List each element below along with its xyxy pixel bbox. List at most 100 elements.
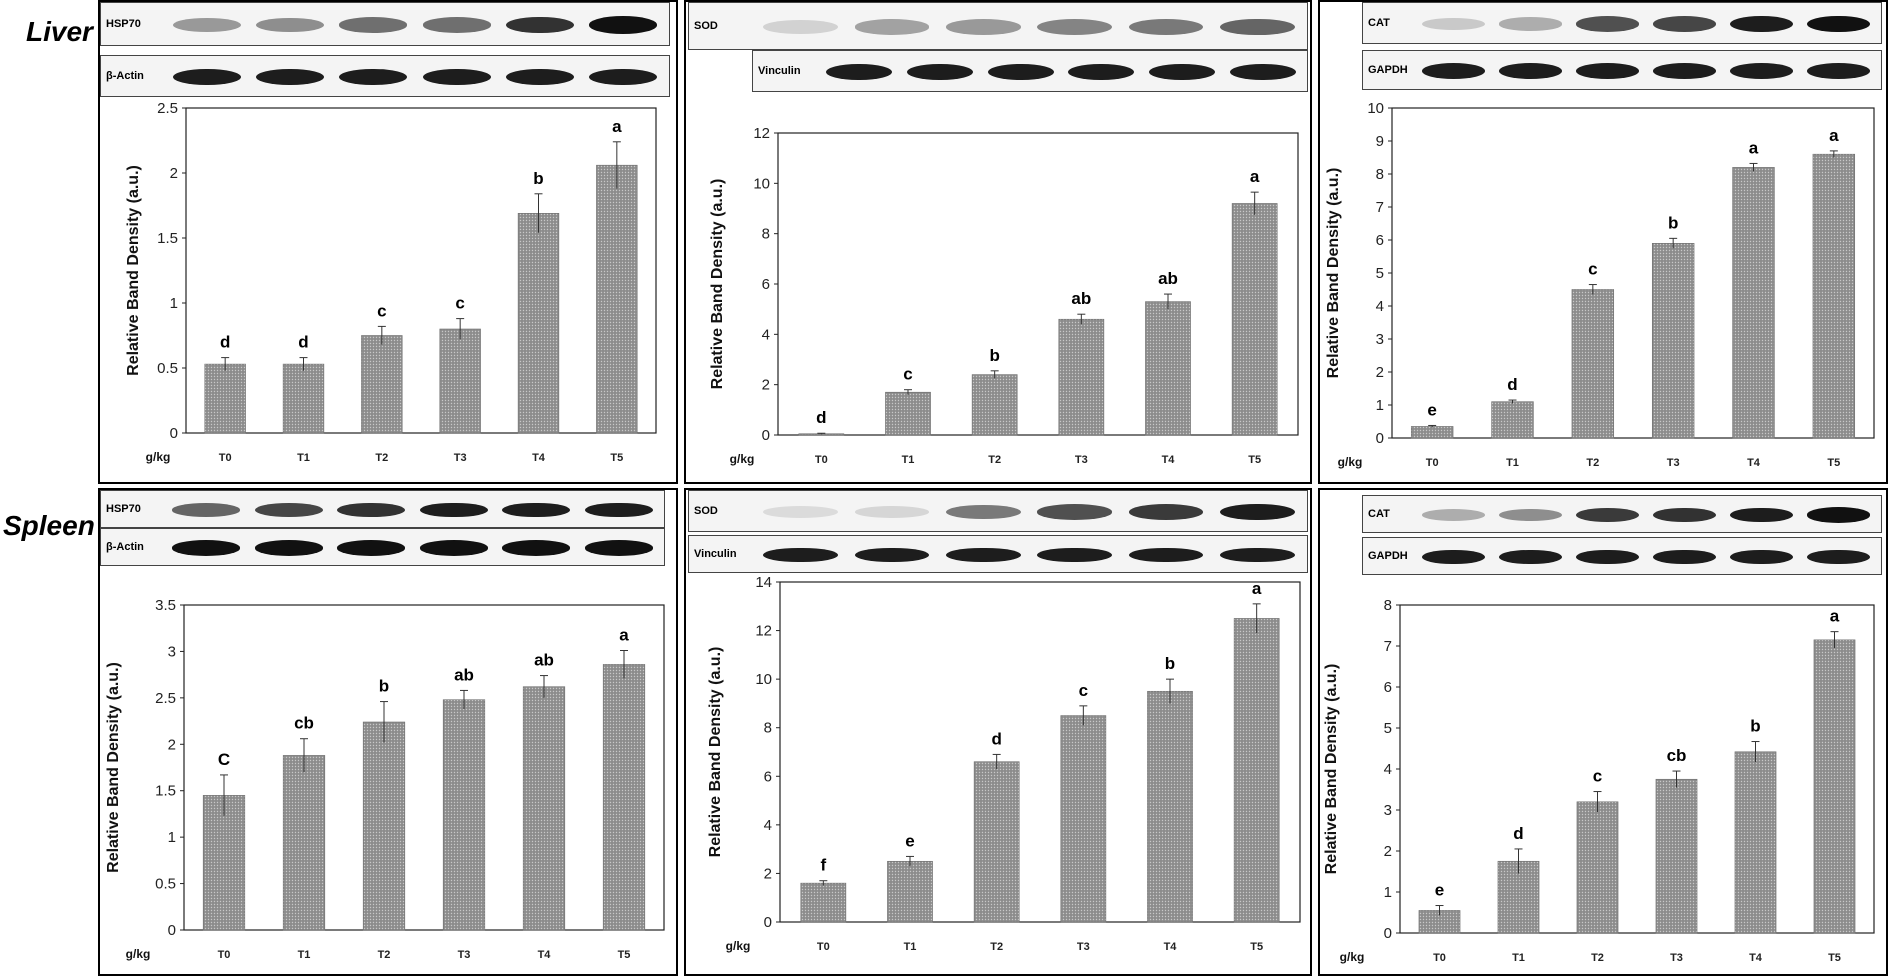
bar xyxy=(1147,690,1193,923)
x-tick-label: T5 xyxy=(1827,457,1840,469)
plot-frame xyxy=(1399,604,1875,934)
bar xyxy=(596,164,638,434)
significance-letter: d xyxy=(220,333,230,352)
blot-band xyxy=(1219,503,1295,521)
plot-frame xyxy=(183,604,665,931)
significance-letter: c xyxy=(1588,260,1597,279)
significance-letter: b xyxy=(1165,654,1175,673)
blot-band xyxy=(339,68,408,86)
blot-band xyxy=(1652,549,1717,565)
x-tick-label: T5 xyxy=(618,949,631,961)
spleen-hsp70-blot-1: β-Actin xyxy=(100,528,665,566)
significance-letter: b xyxy=(989,346,999,365)
blot-band xyxy=(1037,18,1113,35)
bar xyxy=(1233,618,1280,923)
blot-label: SOD xyxy=(694,20,718,32)
blot-band xyxy=(505,68,575,86)
y-tick-label: 10 xyxy=(1367,100,1384,117)
y-tick-label: 2 xyxy=(764,865,772,882)
blot-band xyxy=(987,63,1054,81)
y-tick-label: 0 xyxy=(1384,925,1392,942)
significance-letter: e xyxy=(905,831,914,850)
bar xyxy=(1231,203,1278,436)
x-tick-label: T2 xyxy=(1591,952,1604,964)
y-tick-label: 6 xyxy=(764,768,772,785)
x-tick-label: T0 xyxy=(1433,952,1446,964)
blot-band xyxy=(1421,63,1486,79)
liver-cat-blot-1: GAPDH xyxy=(1362,50,1882,90)
x-tick-label: T0 xyxy=(817,941,830,953)
blot-band xyxy=(1128,504,1204,520)
blot-band xyxy=(172,68,241,86)
significance-letter: d xyxy=(298,333,308,352)
bar xyxy=(1145,301,1191,436)
y-tick-label: 1.5 xyxy=(157,230,178,247)
bar xyxy=(1060,715,1107,923)
blot-band xyxy=(1729,549,1794,565)
significance-letter: b xyxy=(533,169,543,188)
blot-band xyxy=(1421,549,1486,565)
y-tick-label: 6 xyxy=(1376,232,1384,249)
blot-band xyxy=(1148,63,1216,81)
blot-label: β-Actin xyxy=(106,541,144,553)
x-tick-label: T3 xyxy=(458,949,471,961)
x-tick-label: T1 xyxy=(298,949,311,961)
spleen-cat-blot-0: CAT xyxy=(1362,495,1882,533)
y-tick-label: 2 xyxy=(1376,364,1384,381)
row-label-liver: Liver xyxy=(26,16,93,47)
blot-band xyxy=(254,540,323,556)
y-tick-label: 2 xyxy=(168,736,176,753)
significance-letter: f xyxy=(820,856,826,875)
y-tick-label: 9 xyxy=(1376,133,1384,150)
blot-band xyxy=(1229,63,1296,81)
blot-label: SOD xyxy=(694,505,718,517)
blot-band xyxy=(339,17,408,33)
y-tick-label: 8 xyxy=(1384,597,1392,614)
blot-band xyxy=(1575,16,1640,32)
x-unit-label: g/kg xyxy=(730,452,755,466)
blot-label: GAPDH xyxy=(1368,550,1408,562)
blot-band xyxy=(1421,17,1486,31)
x-tick-label: T5 xyxy=(1828,952,1841,964)
x-tick-label: T0 xyxy=(815,454,828,466)
y-tick-label: 4 xyxy=(764,817,772,834)
blot-band xyxy=(584,502,653,518)
blot-band xyxy=(1729,15,1794,33)
blot-band xyxy=(1652,16,1717,32)
significance-letter: c xyxy=(1593,767,1602,786)
significance-letter: d xyxy=(1507,375,1517,394)
blot-band xyxy=(584,540,653,556)
bar xyxy=(1812,153,1856,439)
blot-band xyxy=(1652,507,1717,523)
bar xyxy=(1576,801,1619,934)
x-tick-label: T1 xyxy=(902,454,915,466)
y-tick-label: 5 xyxy=(1384,720,1392,737)
y-tick-label: 6 xyxy=(762,276,770,293)
y-axis-label: Relative Band Density (a.u.) xyxy=(1323,664,1340,875)
y-tick-label: 0 xyxy=(168,922,176,939)
x-tick-label: T1 xyxy=(1506,457,1519,469)
bar xyxy=(1058,318,1105,436)
blot-band xyxy=(945,19,1021,35)
y-tick-label: 3 xyxy=(168,643,176,660)
y-tick-label: 1 xyxy=(1384,884,1392,901)
spleen-cat-blot-1: GAPDH xyxy=(1362,537,1882,575)
y-tick-label: 0 xyxy=(170,425,178,442)
y-tick-label: 0 xyxy=(762,427,770,444)
x-tick-label: T2 xyxy=(378,949,391,961)
significance-letter: d xyxy=(991,729,1001,748)
bar xyxy=(1813,639,1856,934)
blot-band xyxy=(337,502,406,518)
x-tick-label: T3 xyxy=(1077,941,1090,953)
blot-band xyxy=(945,504,1021,520)
significance-letter: ab xyxy=(1158,269,1178,288)
significance-letter: d xyxy=(1513,824,1523,843)
y-tick-label: 0.5 xyxy=(155,876,176,893)
y-tick-label: 2 xyxy=(170,165,178,182)
blot-band xyxy=(422,68,491,86)
blot-band xyxy=(1498,549,1563,565)
y-tick-label: 8 xyxy=(764,720,772,737)
blot-band xyxy=(1128,547,1204,563)
